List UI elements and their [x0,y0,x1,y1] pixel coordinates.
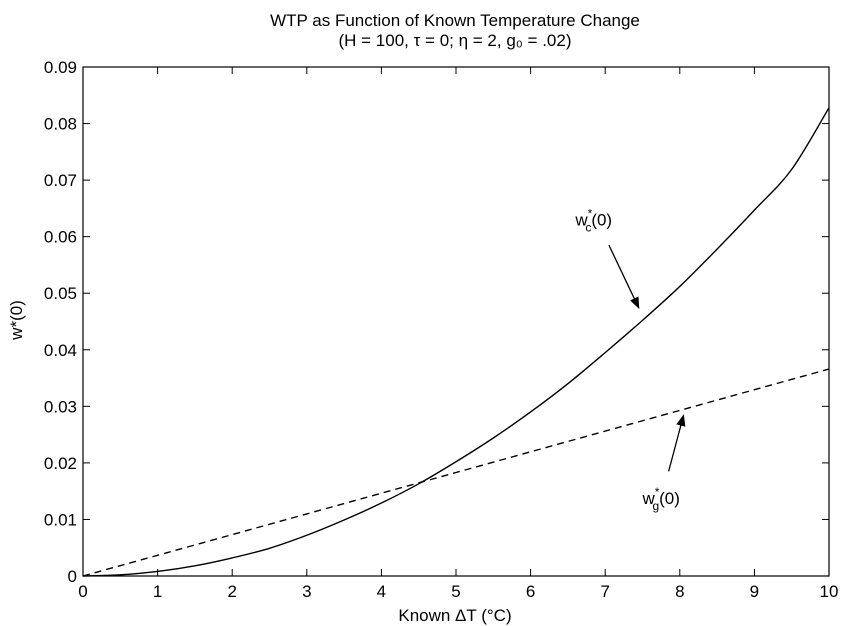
annotation-wc-label: w* c(0) [574,206,612,234]
x-tick-label: 2 [227,582,236,601]
x-tick-label: 6 [526,582,535,601]
y-tick-label: 0.08 [44,115,77,134]
series-line-wc [82,107,830,577]
x-tick-label: 5 [451,582,460,601]
x-tick-label: 9 [750,582,759,601]
chart-title: WTP as Function of Known Temperature Cha… [270,11,640,30]
series-lines [82,107,830,577]
y-tick-label: 0 [68,567,77,586]
chart-subtitle: (H = 100, τ = 0; η = 2, g₀ = .02) [338,31,571,50]
y-tick-label: 0.03 [44,397,77,416]
x-tick-label: 10 [820,582,839,601]
x-tick-label: 8 [675,582,684,601]
y-tick-label: 0.02 [44,454,77,473]
x-tick-label: 7 [600,582,609,601]
x-axis-label: Known ΔT (°C) [398,606,511,625]
y-tick-label: 0.01 [44,510,77,529]
series-annotations: w* c(0) w* g(0) [574,206,686,513]
x-tick-label: 0 [78,582,87,601]
y-tick-label: 0.04 [44,341,77,360]
x-axis-ticks: 0 1 2 3 4 5 6 7 8 9 10 [78,67,838,601]
series-line-wg [82,368,830,577]
y-axis-label: w*(0) [7,300,26,341]
annotation-wc-arrow [608,244,640,309]
y-tick-label: 0.07 [44,171,77,190]
x-tick-label: 4 [377,582,386,601]
x-tick-label: 3 [302,582,311,601]
y-tick-label: 0.09 [44,58,77,77]
y-tick-label: 0.06 [44,228,77,247]
y-tick-label: 0.05 [44,284,77,303]
annotation-wg-arrow [667,414,686,472]
plot-area-frame [82,66,830,577]
y-axis-ticks: 0 0.01 0.02 0.03 0.04 0.05 0.06 0.07 0.08 0.09 [44,58,829,586]
x-tick-label: 1 [153,582,162,601]
annotation-wg-label: w* g(0) [642,485,680,513]
